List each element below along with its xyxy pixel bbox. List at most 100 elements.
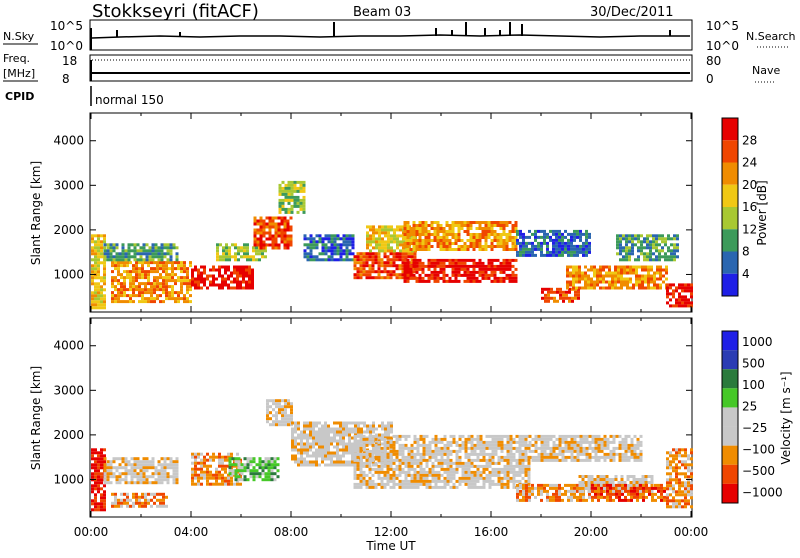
power-cell-8: [360, 264, 363, 267]
velocity-cell-1: [132, 505, 135, 508]
velocity-cell-9: [601, 438, 604, 441]
power-cell-11: [449, 239, 452, 242]
power-cell-1: [114, 261, 117, 264]
power-cell-8: [390, 261, 393, 264]
velocity-cell-9: [601, 447, 604, 450]
velocity-cell-2: [146, 463, 149, 466]
velocity-cell-7: [372, 444, 375, 447]
power-cell-1: [138, 276, 141, 279]
velocity-cell-1: [132, 493, 135, 496]
power-cell-11: [440, 242, 443, 245]
power-cell-12: [540, 248, 543, 251]
velocity-cell-7: [477, 468, 480, 471]
velocity-cell-4: [268, 466, 271, 469]
velocity-cell-0: [94, 448, 97, 451]
power-cell-15: [661, 246, 664, 249]
power-cell-11: [503, 233, 506, 236]
velocity-cell-7: [417, 474, 420, 477]
power-cell-1: [183, 261, 186, 264]
velocity-cell-4: [244, 457, 247, 460]
power-cell-7: [322, 243, 325, 246]
velocity-cell-6: [306, 461, 309, 464]
power-cell-12: [552, 254, 555, 257]
velocity-cell-9: [580, 453, 583, 456]
power-cell-15: [652, 243, 655, 246]
power-cell-12: [579, 233, 582, 236]
velocity-cell-9: [571, 447, 574, 450]
velocity-cell-6: [345, 428, 348, 431]
velocity-cell-9: [625, 441, 628, 444]
power-cell-14: [602, 266, 605, 269]
power-cell-0: [100, 288, 103, 291]
power-cell-9: [387, 234, 390, 237]
velocity-cell-9: [562, 441, 565, 444]
power-cell-6: [291, 193, 294, 196]
velocity-cell-10: [615, 478, 618, 481]
velocity-cell-10: [630, 481, 633, 484]
power-cell-1: [135, 273, 138, 276]
power-cell-11: [494, 221, 497, 224]
velocity-cell-2: [158, 472, 161, 475]
velocity-cell-9: [610, 453, 613, 456]
power-cell-12: [579, 245, 582, 248]
velocity-cell-2: [137, 460, 140, 463]
power-cell-1: [162, 291, 165, 294]
power-ytick-label: 4000: [53, 134, 84, 148]
velocity-cell-6: [297, 443, 300, 446]
power-cell-15: [676, 246, 679, 249]
power-cell-11: [422, 224, 425, 227]
velocity-cell-7: [450, 477, 453, 480]
velocity-cell-10: [633, 478, 636, 481]
power-cell-10: [431, 262, 434, 265]
power-cell-8: [366, 270, 369, 273]
power-cell-8: [408, 252, 411, 255]
power-cell-5: [281, 229, 284, 232]
velocity-cell-6: [300, 440, 303, 443]
power-cell-2: [110, 258, 113, 261]
power-cell-3: [203, 269, 206, 272]
velocity-cell-9: [613, 456, 616, 459]
power-cell-1: [186, 279, 189, 282]
power-cell-7: [328, 249, 331, 252]
power-cell-1: [120, 261, 123, 264]
velocity-cell-7: [525, 459, 528, 462]
power-cell-12: [546, 242, 549, 245]
power-cell-15: [673, 255, 676, 258]
power-cell-12: [582, 254, 585, 257]
velocity-cell-9: [559, 447, 562, 450]
power-cell-2: [155, 255, 158, 258]
power-cell-2: [113, 249, 116, 252]
power-cell-14: [584, 266, 587, 269]
power-cell-13: [544, 300, 547, 303]
velocity-cell-9: [571, 456, 574, 459]
power-cell-1: [165, 276, 168, 279]
power-cell-10: [416, 271, 419, 274]
power-cell-16: [678, 286, 681, 289]
velocity-cell-7: [429, 480, 432, 483]
velocity-cell-7: [495, 462, 498, 465]
power-cell-15: [661, 237, 664, 240]
velocity-cell-9: [565, 447, 568, 450]
power-cell-1: [177, 300, 180, 303]
velocity-cell-7: [366, 474, 369, 477]
power-cell-0: [103, 234, 106, 237]
velocity-cell-7: [477, 441, 480, 444]
velocity-cell-9: [640, 453, 643, 456]
power-cell-11: [488, 227, 491, 230]
velocity-cell-0: [97, 460, 100, 463]
power-cell-8: [399, 273, 402, 276]
velocity-cell-11: [591, 496, 594, 499]
velocity-cell-7: [501, 471, 504, 474]
power-cell-3: [215, 278, 218, 281]
power-cell-15: [655, 255, 658, 258]
power-cell-6: [294, 190, 297, 193]
velocity-cell-2: [149, 460, 152, 463]
velocity-cell-8: [525, 490, 528, 493]
velocity-cell-3: [209, 471, 212, 474]
power-cell-12: [537, 242, 540, 245]
power-cell-11: [410, 230, 413, 233]
velocity-cell-7: [507, 456, 510, 459]
power-cell-15: [655, 240, 658, 243]
velocity-cell-3: [212, 474, 215, 477]
velocity-cell-4: [250, 475, 253, 478]
